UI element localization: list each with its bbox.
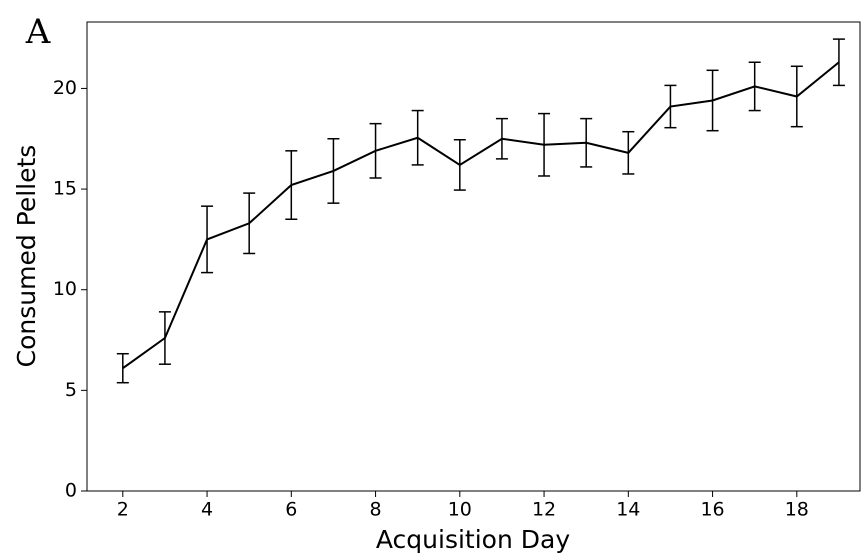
- panel-label: A: [25, 12, 51, 52]
- x-tick-label: 2: [117, 499, 129, 521]
- y-axis-label: Consumed Pellets: [12, 145, 41, 368]
- x-tick-label: 6: [285, 499, 297, 521]
- y-tick-label: 5: [65, 379, 77, 401]
- x-tick-label: 18: [785, 499, 809, 521]
- x-axis-label: Acquisition Day: [376, 525, 570, 554]
- y-tick-label: 10: [53, 278, 77, 300]
- y-tick-label: 0: [65, 480, 77, 502]
- x-tick-label: 4: [201, 499, 213, 521]
- x-tick-label: 10: [448, 499, 472, 521]
- x-tick-label: 8: [370, 499, 382, 521]
- x-tick-label: 12: [532, 499, 556, 521]
- x-tick-label: 14: [616, 499, 640, 521]
- data-line: [122, 61, 840, 370]
- y-tick-label: 20: [53, 77, 77, 99]
- y-tick-label: 15: [53, 178, 77, 200]
- x-tick-label: 16: [700, 499, 724, 521]
- plot-frame: [86, 21, 861, 492]
